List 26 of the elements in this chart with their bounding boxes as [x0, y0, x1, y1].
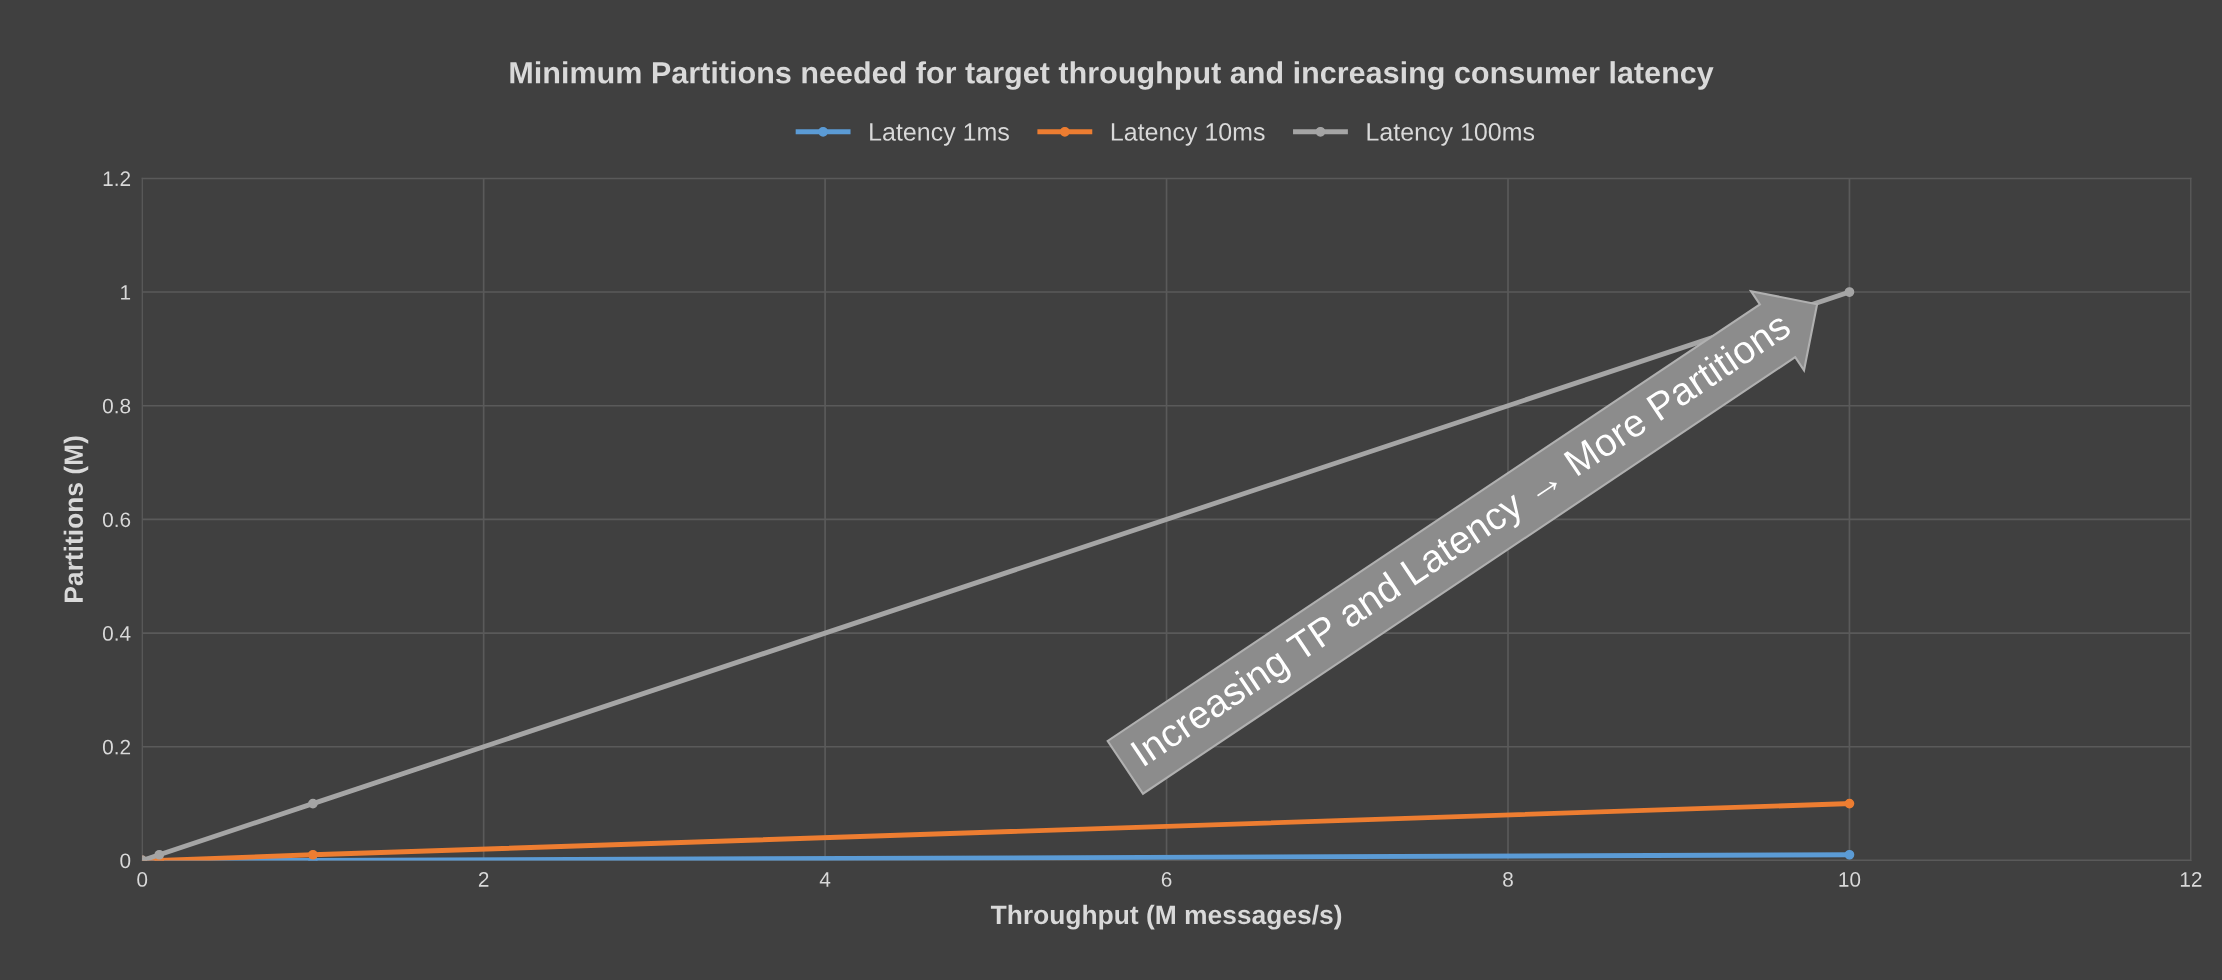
point: [154, 849, 165, 860]
x-tick-label: 12: [2180, 872, 2202, 887]
x-axis-title: Throughput (M messages/s): [990, 904, 1342, 930]
x-tick-label: 0: [137, 872, 148, 887]
x-tick-label: 2: [478, 872, 489, 887]
y-tick-label: 0.2: [102, 739, 131, 755]
y-tick-label: 0: [120, 853, 131, 869]
x-tick-label: 8: [1503, 872, 1513, 887]
legend-label: Latency 100ms: [1367, 123, 1535, 146]
point: [1844, 287, 1855, 297]
y-tick-label: 0.6: [102, 512, 131, 528]
legend-label: Latency 1ms: [870, 123, 1009, 146]
y-tick-label: 1: [121, 285, 131, 300]
point: [1844, 849, 1855, 860]
chart-title: Minimum Partitions needed for target throughput and increasing consumer latency: [510, 61, 1714, 90]
point: [308, 798, 318, 809]
point: [1844, 798, 1855, 809]
x-tick-label: 6: [1161, 872, 1172, 887]
y-tick-label: 1.2: [103, 171, 131, 186]
x-tick-label: 4: [819, 872, 831, 887]
x-tick-label: 10: [1839, 872, 1861, 887]
y-tick-label: 0.4: [102, 626, 131, 641]
y-tick-label: 0.8: [102, 398, 131, 414]
point: [308, 849, 318, 860]
legend-label: Latency 10ms: [1111, 123, 1265, 146]
y-axis-title: Partitions (M): [63, 436, 89, 602]
